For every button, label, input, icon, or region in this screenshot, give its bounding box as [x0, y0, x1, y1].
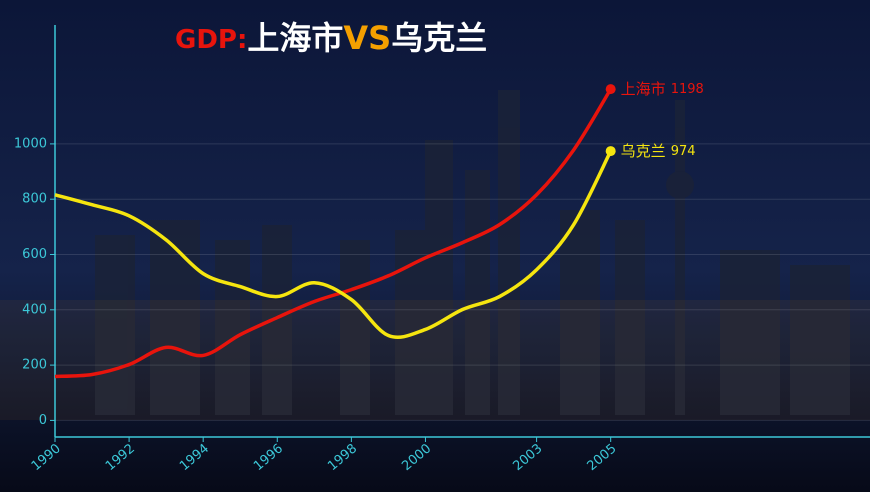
series-name: 上海市 — [621, 80, 666, 98]
y-tick-label: 600 — [22, 247, 47, 262]
y-tick-label: 200 — [22, 358, 47, 373]
value-label: 974 — [671, 144, 696, 159]
end-point — [605, 84, 616, 95]
series-name: 乌克兰 — [621, 142, 666, 160]
y-tick-label: 0 — [39, 413, 47, 428]
end-label: 上海市 1198 — [621, 80, 704, 98]
series-line — [54, 88, 613, 379]
y-tick-label: 1000 — [14, 136, 47, 151]
y-tick-label: 800 — [22, 192, 47, 207]
chart-title: GDP:上海市VS乌克兰 — [175, 19, 487, 57]
title-part: 上海市 — [247, 19, 343, 57]
end-label: 乌克兰 974 — [621, 142, 696, 160]
title-part: 乌克兰 — [391, 19, 487, 57]
title-part: VS — [343, 19, 391, 57]
value-label: 1198 — [671, 82, 704, 97]
city-lights — [0, 300, 870, 420]
title-part: GDP: — [175, 25, 247, 55]
city-silhouette — [95, 90, 850, 415]
series-line — [54, 150, 613, 340]
y-tick-label: 400 — [22, 302, 47, 317]
end-point — [605, 146, 616, 157]
